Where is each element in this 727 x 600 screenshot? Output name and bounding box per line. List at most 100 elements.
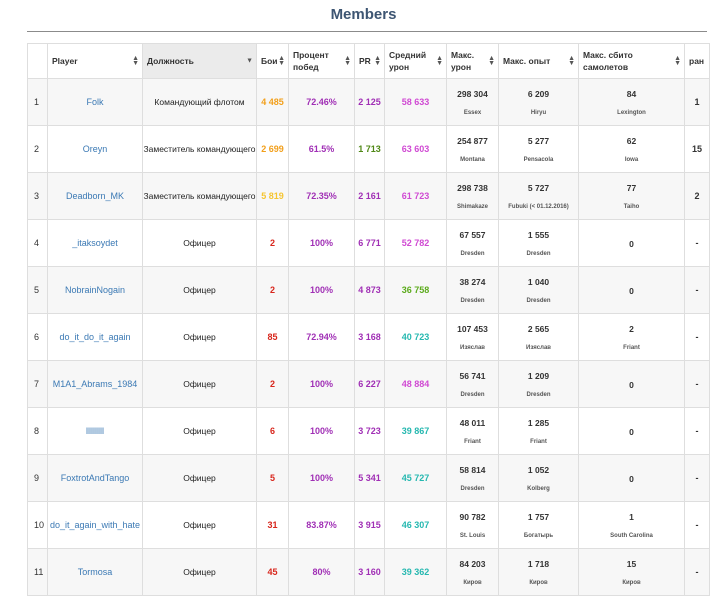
- max-exp-value: 1 757: [527, 512, 550, 522]
- max-damage-value: 67 557: [459, 230, 486, 240]
- col-header-max-planes[interactable]: Макс. сбито самолетов ▲ ▼: [578, 43, 685, 79]
- rank-cell: -: [684, 548, 710, 596]
- row-number: 8: [27, 407, 48, 455]
- pr-cell: 3 723: [354, 407, 385, 455]
- max-exp-cell: 2 565 Изяслав: [498, 313, 579, 361]
- col-header-avg-damage[interactable]: Средний урон ▲ ▼: [384, 43, 447, 79]
- pr-cell: 1 713: [354, 125, 385, 173]
- max-exp-ship: Киров: [529, 580, 548, 586]
- player-link[interactable]: do_it_do_it_again: [47, 313, 143, 361]
- winrate-cell: 72.94%: [288, 313, 355, 361]
- col-header-rank[interactable]: ран: [684, 43, 710, 79]
- rank-cell: -: [684, 266, 710, 314]
- position-cell: Заместитель командующего: [142, 172, 257, 220]
- table-row: 8 lllllllll Офицер 6 100% 3 723 39 867 48 011 Fr…: [27, 407, 710, 455]
- player-link[interactable]: _itaksoydet: [47, 219, 143, 267]
- player-link[interactable]: lllllllll: [47, 407, 143, 455]
- col-header-max-exp[interactable]: Макс. опыт ▲ ▼: [498, 43, 579, 79]
- pr-cell: 2 161: [354, 172, 385, 220]
- rank-cell: -: [684, 501, 710, 549]
- player-link[interactable]: do_it_again_with_hate: [47, 501, 143, 549]
- battles-cell: 45: [256, 548, 289, 596]
- max-planes-cell: 1 South Carolina: [578, 501, 685, 549]
- table-header-row: Player ▲ ▼ Должность ▼ Бои ▲ ▼ Процент побед ▲…: [27, 43, 710, 79]
- battles-cell: 2: [256, 360, 289, 408]
- position-cell: Офицер: [142, 313, 257, 361]
- max-planes-cell: 77 Taiho: [578, 172, 685, 220]
- col-header-max-exp-label: Макс. опыт: [503, 56, 551, 66]
- max-damage-ship: Montana: [460, 157, 485, 163]
- player-link[interactable]: M1A1_Abrams_1984: [47, 360, 143, 408]
- pr-cell: 2 125: [354, 78, 385, 126]
- max-planes-cell: 0: [578, 454, 685, 502]
- row-number: 1: [27, 78, 48, 126]
- max-exp-value: 1 555: [527, 230, 550, 240]
- sort-icon: ▲ ▼: [488, 55, 495, 67]
- avg-damage-cell: 45 727: [384, 454, 447, 502]
- max-planes-value: 0: [629, 239, 634, 249]
- winrate-cell: 100%: [288, 407, 355, 455]
- row-number: 2: [27, 125, 48, 173]
- col-header-position[interactable]: Должность ▼: [142, 43, 257, 79]
- col-header-player[interactable]: Player ▲ ▼: [47, 43, 143, 79]
- row-number: 3: [27, 172, 48, 220]
- col-header-player-label: Player: [52, 56, 78, 66]
- col-header-winrate-label: Процент побед: [293, 50, 329, 72]
- max-planes-cell: 84 Lexington: [578, 78, 685, 126]
- max-planes-value: 0: [629, 286, 634, 296]
- max-exp-cell: 1 718 Киров: [498, 548, 579, 596]
- page-title: Members: [330, 6, 397, 23]
- table-row: 4 _itaksoydet Офицер 2 100% 6 771 52 782 67 557…: [27, 219, 710, 267]
- max-planes-cell: 0: [578, 360, 685, 408]
- row-number: 9: [27, 454, 48, 502]
- title-divider: [27, 31, 707, 32]
- max-exp-value: 5 727: [527, 183, 550, 193]
- battles-cell: 85: [256, 313, 289, 361]
- max-planes-value: 1: [629, 512, 634, 522]
- col-header-pr[interactable]: PR ▲ ▼: [354, 43, 385, 79]
- pr-cell: 5 341: [354, 454, 385, 502]
- table-row: 5 NobrainNogain Офицер 2 100% 4 873 36 758 38 2…: [27, 266, 710, 314]
- table-row: 3 Deadborn_MK Заместитель командующего 5 81…: [27, 172, 710, 220]
- avg-damage-cell: 63 603: [384, 125, 447, 173]
- winrate-cell: 61.5%: [288, 125, 355, 173]
- avg-damage-cell: 52 782: [384, 219, 447, 267]
- max-exp-value: 5 277: [527, 136, 550, 146]
- player-link[interactable]: FoxtrotAndTango: [47, 454, 143, 502]
- row-number: 4: [27, 219, 48, 267]
- max-planes-value: 0: [629, 474, 634, 484]
- winrate-cell: 100%: [288, 454, 355, 502]
- player-link[interactable]: Oreyn: [47, 125, 143, 173]
- table-row: 9 FoxtrotAndTango Офицер 5 100% 5 341 45 727 58…: [27, 454, 710, 502]
- col-header-winrate[interactable]: Процент побед ▲ ▼: [288, 43, 355, 79]
- sort-icon: ▲ ▼: [568, 55, 575, 67]
- max-damage-ship: Изяслав: [460, 345, 485, 351]
- avg-damage-cell: 61 723: [384, 172, 447, 220]
- max-planes-value: 0: [629, 427, 634, 437]
- row-number: 10: [27, 501, 48, 549]
- max-planes-ship: Lexington: [617, 110, 646, 116]
- sort-icon: ▲ ▼: [674, 55, 681, 67]
- max-exp-cell: 6 209 Hiryu: [498, 78, 579, 126]
- max-planes-value: 2: [629, 324, 634, 334]
- max-damage-cell: 84 203 Киров: [446, 548, 499, 596]
- battles-cell: 5 819: [256, 172, 289, 220]
- col-header-max-damage[interactable]: Макс. урон ▲ ▼: [446, 43, 499, 79]
- player-link[interactable]: NobrainNogain: [47, 266, 143, 314]
- avg-damage-cell: 39 867: [384, 407, 447, 455]
- winrate-cell: 80%: [288, 548, 355, 596]
- player-link[interactable]: Tormosa: [47, 548, 143, 596]
- max-damage-ship: Friant: [464, 439, 481, 445]
- player-link[interactable]: Folk: [47, 78, 143, 126]
- max-damage-cell: 58 814 Dresden: [446, 454, 499, 502]
- max-exp-value: 1 052: [527, 465, 550, 475]
- col-header-battles[interactable]: Бои ▲ ▼: [256, 43, 289, 79]
- max-damage-cell: 67 557 Dresden: [446, 219, 499, 267]
- player-link[interactable]: Deadborn_MK: [47, 172, 143, 220]
- position-cell: Офицер: [142, 219, 257, 267]
- max-damage-cell: 90 782 St. Louis: [446, 501, 499, 549]
- max-planes-ship: Iowa: [624, 157, 639, 163]
- max-exp-ship: Kolberg: [527, 486, 550, 492]
- max-damage-ship: Essex: [463, 110, 482, 116]
- max-exp-ship: Pensacola: [523, 157, 554, 163]
